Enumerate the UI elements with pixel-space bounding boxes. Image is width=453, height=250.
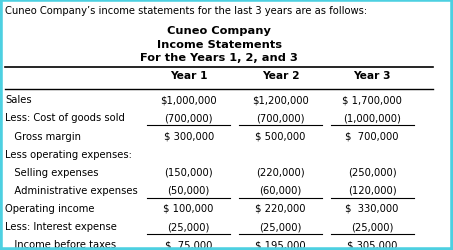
- Text: $1,000,000: $1,000,000: [160, 95, 217, 105]
- Text: Less: Cost of goods sold: Less: Cost of goods sold: [5, 113, 125, 123]
- Text: Cuneo Company: Cuneo Company: [167, 26, 271, 36]
- Text: $  330,000: $ 330,000: [346, 203, 399, 213]
- Text: Cuneo Company’s income statements for the last 3 years are as follows:: Cuneo Company’s income statements for th…: [5, 6, 367, 16]
- Text: (120,000): (120,000): [348, 185, 396, 195]
- Text: Year 1: Year 1: [170, 71, 207, 81]
- Text: $ 220,000: $ 220,000: [255, 203, 306, 213]
- Text: (25,000): (25,000): [351, 221, 393, 231]
- Text: Income before taxes: Income before taxes: [5, 239, 116, 249]
- Text: Year 3: Year 3: [353, 71, 391, 81]
- Text: $ 1,700,000: $ 1,700,000: [342, 95, 402, 105]
- Text: (50,000): (50,000): [168, 185, 210, 195]
- Text: (700,000): (700,000): [256, 113, 305, 123]
- Text: $  700,000: $ 700,000: [346, 131, 399, 141]
- Text: Gross margin: Gross margin: [5, 131, 81, 141]
- Text: Operating income: Operating income: [5, 203, 95, 213]
- Text: (700,000): (700,000): [164, 113, 213, 123]
- Text: Less operating expenses:: Less operating expenses:: [5, 149, 132, 159]
- Text: (220,000): (220,000): [256, 167, 305, 177]
- Text: Administrative expenses: Administrative expenses: [5, 185, 138, 195]
- Text: (150,000): (150,000): [164, 167, 213, 177]
- Text: Year 2: Year 2: [262, 71, 299, 81]
- Text: For the Years 1, 2, and 3: For the Years 1, 2, and 3: [140, 53, 298, 63]
- Text: Income Statements: Income Statements: [157, 40, 282, 50]
- Text: (25,000): (25,000): [168, 221, 210, 231]
- Text: (250,000): (250,000): [348, 167, 396, 177]
- Text: $1,200,000: $1,200,000: [252, 95, 309, 105]
- Text: Selling expenses: Selling expenses: [5, 167, 99, 177]
- Text: $ 500,000: $ 500,000: [255, 131, 306, 141]
- Text: (60,000): (60,000): [259, 185, 302, 195]
- Text: Sales: Sales: [5, 95, 32, 105]
- Text: $  75,000: $ 75,000: [165, 239, 212, 249]
- Text: (1,000,000): (1,000,000): [343, 113, 401, 123]
- Text: Less: Interest expense: Less: Interest expense: [5, 221, 117, 231]
- Text: $ 305,000: $ 305,000: [347, 239, 397, 249]
- Text: $ 195,000: $ 195,000: [255, 239, 306, 249]
- Text: (25,000): (25,000): [259, 221, 302, 231]
- Text: $ 300,000: $ 300,000: [164, 131, 214, 141]
- Text: $ 100,000: $ 100,000: [164, 203, 214, 213]
